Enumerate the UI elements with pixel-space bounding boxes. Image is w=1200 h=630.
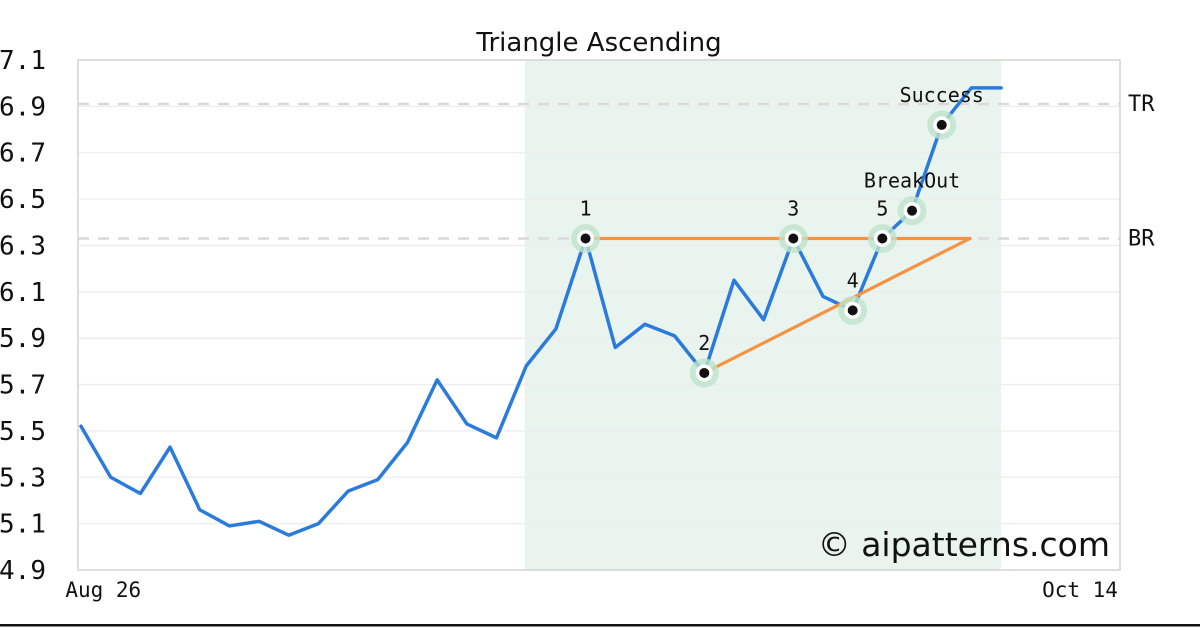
br-level-label: BR [1128, 227, 1155, 252]
y-tick-label: 5.3 [0, 463, 46, 493]
marker-dot [877, 233, 888, 244]
annotation-label: 2 [698, 331, 710, 355]
annotation-label: 4 [847, 268, 859, 292]
pattern-shade-region [524, 60, 1002, 570]
marker-dot [580, 233, 591, 244]
y-tick-label: 6.3 [0, 231, 46, 261]
x-tick-label: Oct 14 [1042, 578, 1118, 602]
annotation-label: 3 [787, 197, 799, 221]
y-tick-label: 6.9 [0, 92, 46, 122]
y-tick-label: 5.9 [0, 324, 46, 354]
plot-border [77, 59, 1121, 571]
annotation-label: 1 [580, 197, 592, 221]
marker-dot [847, 305, 858, 316]
y-tick-label: 5.7 [0, 371, 46, 401]
y-tick-label: 4.9 [0, 556, 46, 586]
support-trendline [702, 236, 972, 375]
marker-dot [907, 205, 918, 216]
y-tick-label: 5.1 [0, 510, 46, 540]
tr-level-label: TR [1128, 92, 1155, 117]
y-tick-label: 6.1 [0, 278, 46, 308]
watermark: © aipatterns.com [818, 525, 1110, 564]
annotation-label: Success [900, 83, 984, 107]
y-tick-label: 5.5 [0, 417, 46, 447]
bottom-rule [0, 624, 1200, 627]
y-tick-label: 6.7 [0, 139, 46, 169]
y-tick-label: 6.5 [0, 185, 46, 215]
marker-dot [699, 367, 710, 378]
marker-dot [936, 119, 947, 130]
annotation-label: BreakOut [864, 169, 960, 193]
marker-dot [788, 233, 799, 244]
annotation-label: 5 [876, 197, 888, 221]
x-tick-label: Aug 26 [65, 578, 141, 602]
y-tick-label: 7.1 [0, 46, 46, 76]
chart-title: Triangle Ascending [475, 28, 721, 58]
